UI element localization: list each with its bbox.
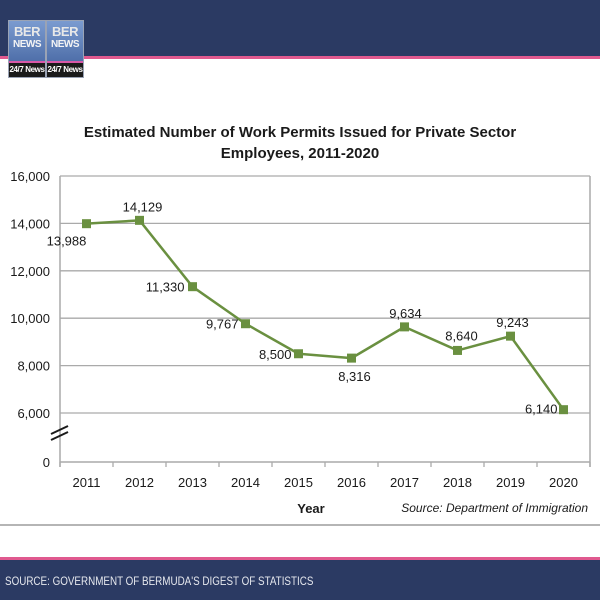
logo-text-ber: BER <box>14 24 40 39</box>
y-tick-label: 6,000 <box>17 406 50 421</box>
x-tick-label: 2011 <box>73 475 101 490</box>
y-tick-label: 0 <box>43 455 50 470</box>
data-label: 8,316 <box>338 369 371 384</box>
footer-accent-line <box>0 557 600 560</box>
series-line <box>86 219 565 411</box>
logo-text-ber: BER <box>52 24 78 39</box>
y-tick-label: 10,000 <box>10 311 50 326</box>
data-point-marker <box>506 331 515 341</box>
x-axis-title: Year <box>297 501 324 516</box>
footer-source-text: SOURCE: GOVERNMENT OF BERMUDA'S DIGEST O… <box>5 574 314 588</box>
data-label: 11,330 <box>146 280 185 295</box>
data-label: 8,640 <box>445 328 478 343</box>
axis-break-mark <box>50 431 69 441</box>
site-header <box>0 0 600 56</box>
bernews-logo[interactable]: BER NEWS 24/7 News <box>8 20 46 78</box>
data-point-marker <box>294 349 303 359</box>
logo-text-tagline: 24/7 News <box>9 63 45 77</box>
x-tick-label: 2017 <box>390 475 419 490</box>
x-tick-label: 2015 <box>284 475 313 490</box>
data-labels: 13,988 14,129 11,330 9,767 8,500 8,316 9,634 8,… <box>47 199 558 416</box>
y-tick-label: 12,000 <box>10 264 50 279</box>
x-tick-label: 2014 <box>231 475 260 490</box>
data-point-marker <box>559 405 568 415</box>
site-footer: SOURCE: GOVERNMENT OF BERMUDA'S DIGEST O… <box>0 560 600 600</box>
data-point-marker <box>400 322 409 332</box>
x-tick-label: 2020 <box>549 475 578 490</box>
data-point-marker <box>82 219 91 229</box>
data-point-marker <box>188 282 197 292</box>
data-label: 13,988 <box>47 234 87 249</box>
y-tick-label: 8,000 <box>17 359 50 374</box>
x-tick-label: 2012 <box>125 475 154 490</box>
source-note: Source: Department of Immigration <box>401 501 588 515</box>
x-tick-label: 2018 <box>443 475 472 490</box>
logo-text-tagline: 24/7 News <box>47 63 83 77</box>
axes <box>50 176 591 467</box>
content-divider <box>0 524 600 526</box>
x-tick-label: 2013 <box>178 475 207 490</box>
logo-accent-bar <box>47 61 83 63</box>
chart-title-line1: Estimated Number of Work Permits Issued … <box>84 124 517 141</box>
gridlines <box>60 175 590 414</box>
x-tick-label: 2016 <box>337 475 366 490</box>
data-point-marker <box>347 353 356 363</box>
data-point-marker <box>135 215 144 225</box>
logo-text-news: NEWS <box>13 39 42 50</box>
axis-break-mark <box>50 425 69 435</box>
data-label: 14,129 <box>123 199 163 214</box>
y-tick-label: 14,000 <box>10 216 50 231</box>
data-label: 6,140 <box>525 402 558 417</box>
data-label: 9,243 <box>496 315 529 330</box>
data-point-marker <box>453 345 462 355</box>
logo-text-news: NEWS <box>51 39 80 50</box>
x-tick-label: 2019 <box>496 475 525 490</box>
y-tick-label: 16,000 <box>10 169 50 184</box>
series-work-permits <box>82 215 568 415</box>
bernews-logo-secondary[interactable]: BER NEWS 24/7 News <box>46 20 84 78</box>
data-label: 9,634 <box>389 306 422 321</box>
y-tick-labels: 0 6,000 8,000 10,000 12,000 14,000 16,000 <box>10 169 50 470</box>
x-tick-labels: 2011 2012 2013 2014 2015 2016 2017 2018 2019 2020 <box>73 475 578 490</box>
data-label: 9,767 <box>206 317 239 332</box>
header-accent-line <box>0 56 600 59</box>
chart-title-line2: Employees, 2011-2020 <box>221 145 379 162</box>
data-point-marker <box>241 319 250 329</box>
logo-accent-bar <box>9 61 45 63</box>
data-label: 8,500 <box>259 347 292 362</box>
